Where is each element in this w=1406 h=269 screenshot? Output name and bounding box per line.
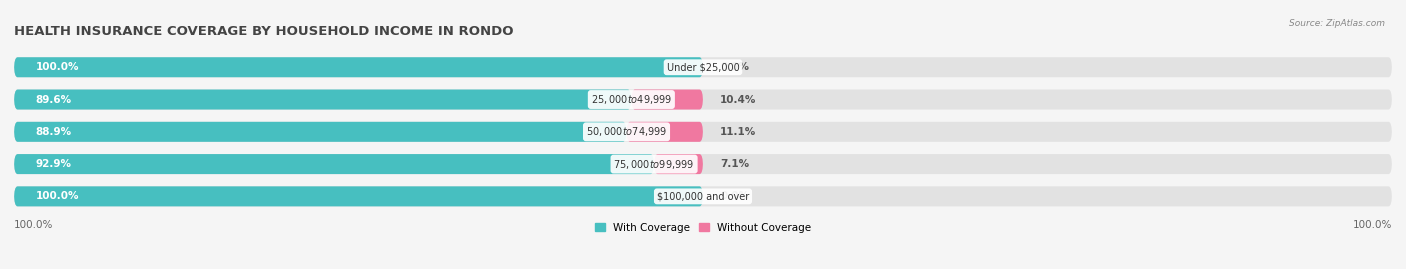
Text: 0.0%: 0.0% — [720, 191, 749, 201]
FancyBboxPatch shape — [14, 122, 627, 142]
FancyBboxPatch shape — [627, 122, 703, 142]
Text: $50,000 to $74,999: $50,000 to $74,999 — [586, 125, 666, 138]
FancyBboxPatch shape — [14, 57, 703, 77]
Text: 89.6%: 89.6% — [35, 94, 72, 105]
FancyBboxPatch shape — [14, 186, 1392, 206]
Text: HEALTH INSURANCE COVERAGE BY HOUSEHOLD INCOME IN RONDO: HEALTH INSURANCE COVERAGE BY HOUSEHOLD I… — [14, 25, 513, 38]
Text: 92.9%: 92.9% — [35, 159, 72, 169]
Text: 100.0%: 100.0% — [1353, 220, 1392, 230]
Legend: With Coverage, Without Coverage: With Coverage, Without Coverage — [591, 218, 815, 237]
Text: $100,000 and over: $100,000 and over — [657, 191, 749, 201]
Text: 10.4%: 10.4% — [720, 94, 756, 105]
FancyBboxPatch shape — [14, 90, 631, 109]
Text: $25,000 to $49,999: $25,000 to $49,999 — [591, 93, 672, 106]
Text: $75,000 to $99,999: $75,000 to $99,999 — [613, 158, 695, 171]
Text: 100.0%: 100.0% — [35, 62, 79, 72]
Text: Source: ZipAtlas.com: Source: ZipAtlas.com — [1289, 19, 1385, 28]
FancyBboxPatch shape — [631, 90, 703, 109]
Text: 0.0%: 0.0% — [720, 62, 749, 72]
Text: 11.1%: 11.1% — [720, 127, 756, 137]
FancyBboxPatch shape — [14, 154, 1392, 174]
Text: 100.0%: 100.0% — [35, 191, 79, 201]
FancyBboxPatch shape — [14, 186, 703, 206]
Text: Under $25,000: Under $25,000 — [666, 62, 740, 72]
FancyBboxPatch shape — [654, 154, 703, 174]
FancyBboxPatch shape — [14, 90, 1392, 109]
FancyBboxPatch shape — [14, 57, 1392, 77]
Text: 100.0%: 100.0% — [14, 220, 53, 230]
FancyBboxPatch shape — [14, 154, 654, 174]
FancyBboxPatch shape — [14, 122, 1392, 142]
Text: 88.9%: 88.9% — [35, 127, 72, 137]
Text: 7.1%: 7.1% — [720, 159, 749, 169]
